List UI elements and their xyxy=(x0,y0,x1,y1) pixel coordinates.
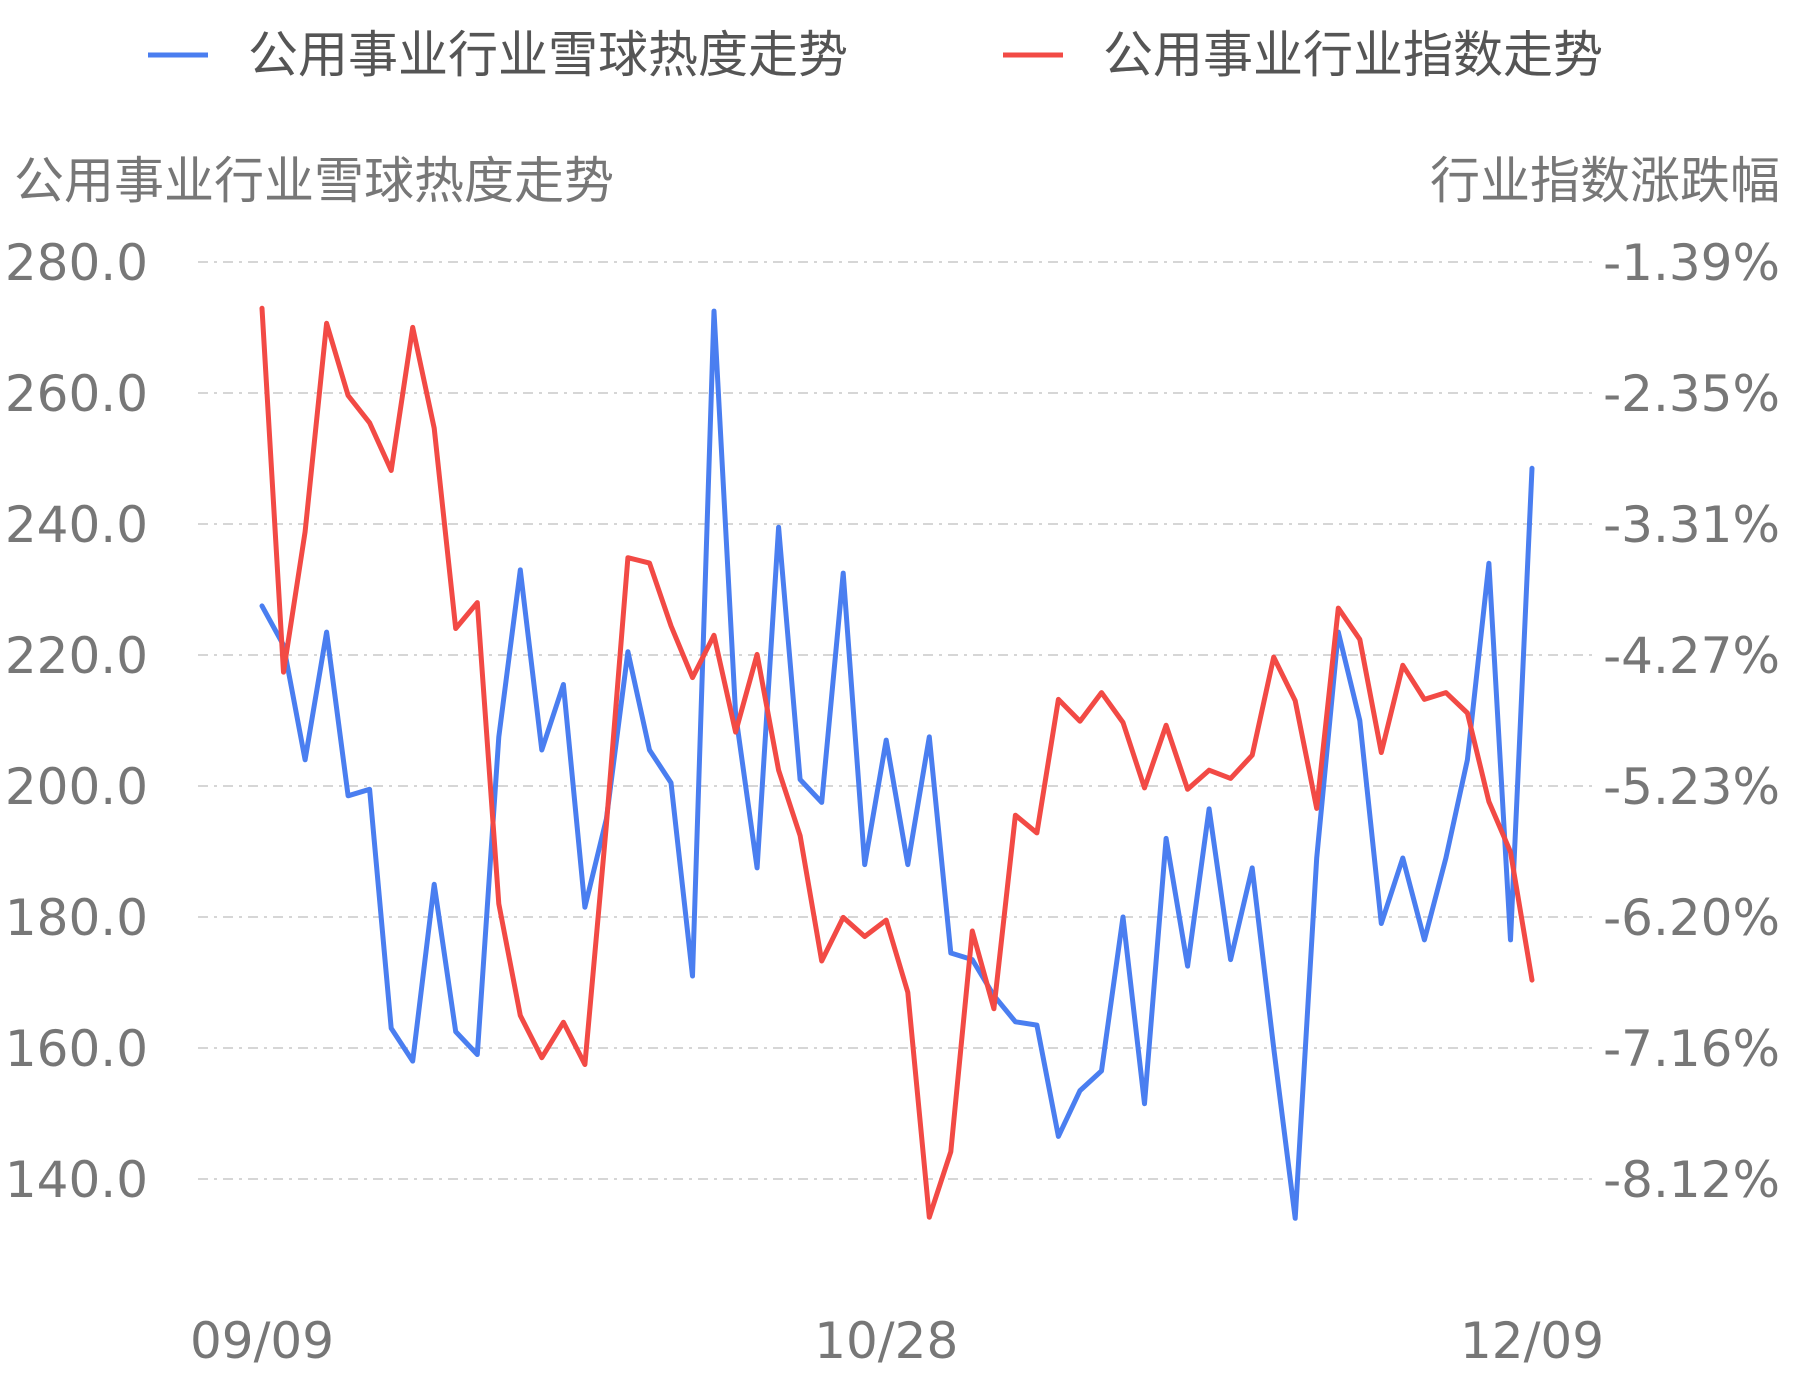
left-tick-label: 240.0 xyxy=(5,496,148,554)
left-axis-title: 公用事业行业雪球热度走势 xyxy=(14,152,614,210)
right-axis-title: 行业指数涨跌幅 xyxy=(1430,152,1780,210)
left-tick-label: 200.0 xyxy=(5,758,148,816)
right-tick-label: -6.20% xyxy=(1603,889,1780,947)
legend-label-index: 公用事业行业指数走势 xyxy=(1103,26,1603,84)
x-axis-ticks: 09/09 10/28 12/09 xyxy=(190,1312,1604,1370)
left-tick-label: 260.0 xyxy=(5,365,148,423)
right-tick-label: -2.35% xyxy=(1603,365,1780,423)
x-tick-label: 09/09 xyxy=(190,1312,334,1370)
left-tick-label: 220.0 xyxy=(5,627,148,685)
left-tick-label: 140.0 xyxy=(5,1151,148,1209)
left-tick-label: 160.0 xyxy=(5,1020,148,1078)
right-tick-label: -3.31% xyxy=(1603,496,1780,554)
legend-label-heat: 公用事业行业雪球热度走势 xyxy=(248,26,848,84)
right-tick-label: -4.27% xyxy=(1603,627,1780,685)
left-tick-label: 180.0 xyxy=(5,889,148,947)
series-layer xyxy=(259,305,1535,1221)
legend: 公用事业行业雪球热度走势 公用事业行业指数走势 xyxy=(148,26,1603,84)
right-tick-label: -7.16% xyxy=(1603,1020,1780,1078)
x-tick-label: 10/28 xyxy=(814,1312,958,1370)
gridlines xyxy=(198,261,1595,1180)
left-tick-label: 280.0 xyxy=(5,234,148,292)
series-line-heat xyxy=(259,308,1535,1221)
right-tick-label: -5.23% xyxy=(1603,758,1780,816)
right-tick-label: -8.12% xyxy=(1603,1151,1780,1209)
right-axis-ticks: -1.39% -2.35% -3.31% -4.27% -5.23% -6.20% -7.1… xyxy=(1603,234,1780,1209)
right-tick-label: -1.39% xyxy=(1603,234,1780,292)
series-line-index xyxy=(259,305,1535,1220)
left-axis-ticks: 280.0 260.0 240.0 220.0 200.0 180.0 160.0 140.0 xyxy=(5,234,148,1209)
x-tick-label: 12/09 xyxy=(1460,1312,1604,1370)
